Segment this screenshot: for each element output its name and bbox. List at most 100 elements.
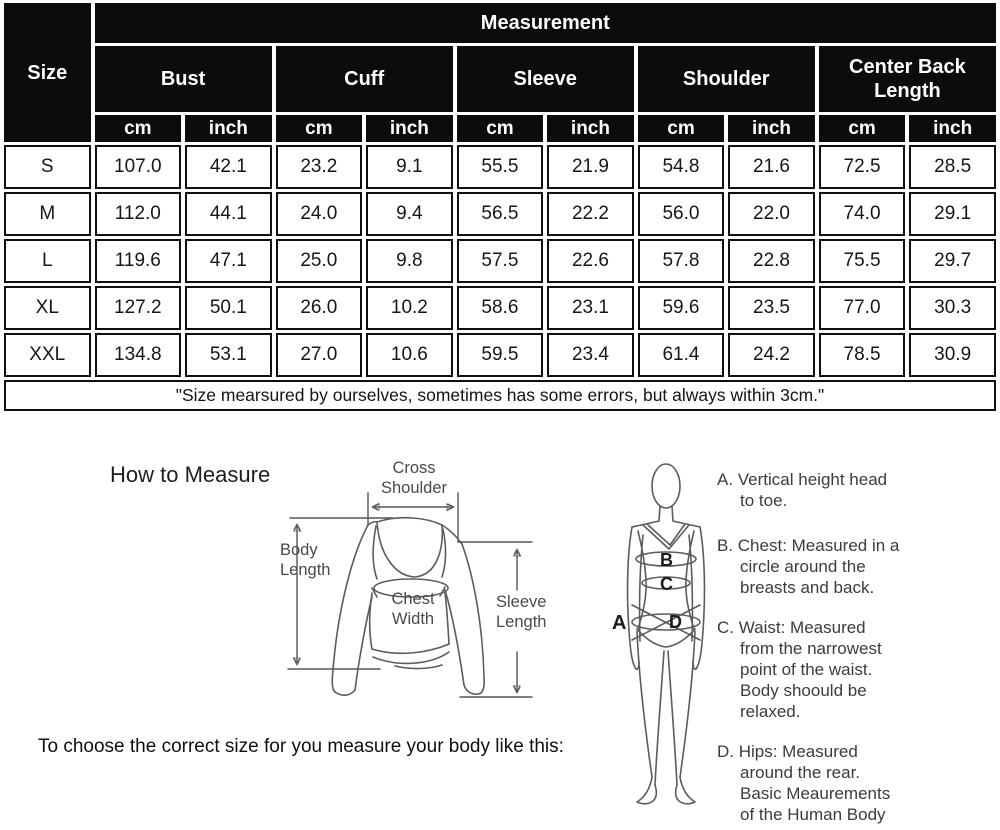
value-cell: 112.0 [94,192,182,236]
value-cell: 58.6 [456,286,544,330]
value-cell: 134.8 [94,333,182,377]
value-cell: 27.0 [275,333,363,377]
value-cell: 29.7 [909,239,996,283]
size-cell: L [4,239,91,283]
body-figure-diagram: A B C D [612,463,706,805]
unit-header-inch: inch [366,115,453,142]
value-cell: 61.4 [637,333,725,377]
value-cell: 78.5 [818,333,906,377]
value-cell: 75.5 [818,239,906,283]
size-cell: XXL [4,333,91,377]
value-cell: 53.1 [185,333,272,377]
value-cell: 55.5 [456,145,544,189]
value-cell: 56.0 [637,192,725,236]
sleeve-length-label: Sleeve Length [496,593,547,631]
value-cell: 9.1 [366,145,453,189]
value-cell: 30.9 [909,333,996,377]
chest-width-label: Chest Width [391,590,435,628]
value-cell: 22.2 [547,192,634,236]
instruction-b: B. Chest: Measured in a circle around th… [717,536,900,597]
size-cell: M [4,192,91,236]
footer-instruction: To choose the correct size for you measu… [38,736,564,757]
value-cell: 26.0 [275,286,363,330]
value-cell: 21.9 [547,145,634,189]
table-row-size-xxl: XXL 134.8 53.1 27.0 10.6 59.5 23.4 61.4 … [4,333,996,377]
table-row-size-xl: XL 127.2 50.1 26.0 10.2 58.6 23.1 59.6 2… [4,286,996,330]
table-row-size-s: S 107.0 42.1 23.2 9.1 55.5 21.9 54.8 21.… [4,145,996,189]
instruction-c: C. Waist: Measured from the narrowest po… [717,618,882,721]
value-cell: 107.0 [94,145,182,189]
value-cell: 21.6 [728,145,815,189]
note-cell: "Size mearsured by ourselves, sometimes … [4,380,996,411]
value-cell: 50.1 [185,286,272,330]
instruction-a: A. Vertical height head to toe. [717,470,888,510]
value-cell: 77.0 [818,286,906,330]
table-row: Bust Cuff Sleeve Shoulder Center Back Le… [4,46,996,112]
unit-header-cm: cm [94,115,182,142]
table-row-size-m: M 112.0 44.1 24.0 9.4 56.5 22.2 56.0 22.… [4,192,996,236]
value-cell: 9.4 [366,192,453,236]
size-chart-table: Size Measurement Bust Cuff Sleeve Should… [0,0,1000,414]
value-cell: 119.6 [94,239,182,283]
figure-label-d: D [669,612,682,632]
value-cell: 47.1 [185,239,272,283]
table-row-note: "Size mearsured by ourselves, sometimes … [4,380,996,411]
value-cell: 23.4 [547,333,634,377]
group-header-bust: Bust [94,46,272,112]
unit-header-inch: inch [909,115,996,142]
value-cell: 127.2 [94,286,182,330]
value-cell: 56.5 [456,192,544,236]
figure-label-a: A [612,612,626,634]
table-row: cm inch cm inch cm inch cm inch cm inch [4,115,996,142]
figure-label-b: B [660,550,673,570]
value-cell: 72.5 [818,145,906,189]
group-header-cuff: Cuff [275,46,453,112]
measurement-header-cell: Measurement [94,3,996,43]
value-cell: 23.2 [275,145,363,189]
size-cell: S [4,145,91,189]
value-cell: 59.6 [637,286,725,330]
size-cell: XL [4,286,91,330]
cross-shoulder-label: Cross Shoulder [380,459,448,497]
value-cell: 24.0 [275,192,363,236]
value-cell: 22.6 [547,239,634,283]
value-cell: 59.5 [456,333,544,377]
group-header-shoulder: Shoulder [637,46,815,112]
value-cell: 44.1 [185,192,272,236]
value-cell: 23.5 [728,286,815,330]
value-cell: 24.2 [728,333,815,377]
value-cell: 10.6 [366,333,453,377]
value-cell: 29.1 [909,192,996,236]
table-row-size-l: L 119.6 47.1 25.0 9.8 57.5 22.6 57.8 22.… [4,239,996,283]
value-cell: 28.5 [909,145,996,189]
figure-label-c: C [660,574,673,594]
how-to-measure-title: How to Measure [110,462,271,487]
unit-header-cm: cm [818,115,906,142]
instruction-d: D. Hips: Measured around the rear. Basic… [717,742,891,824]
unit-header-cm: cm [456,115,544,142]
value-cell: 22.0 [728,192,815,236]
value-cell: 25.0 [275,239,363,283]
value-cell: 30.3 [909,286,996,330]
unit-header-cm: cm [637,115,725,142]
group-header-sleeve: Sleeve [456,46,634,112]
value-cell: 23.1 [547,286,634,330]
value-cell: 54.8 [637,145,725,189]
unit-header-inch: inch [728,115,815,142]
body-length-label: Body Length [280,541,331,579]
value-cell: 74.0 [818,192,906,236]
unit-header-inch: inch [185,115,272,142]
value-cell: 57.5 [456,239,544,283]
unit-header-cm: cm [275,115,363,142]
value-cell: 42.1 [185,145,272,189]
table-row: Size Measurement [4,3,996,142]
value-cell: 22.8 [728,239,815,283]
size-header-cell: Size [4,3,91,142]
value-cell: 10.2 [366,286,453,330]
garment-diagram [287,492,533,698]
group-header-center-back-length: Center Back Length [818,46,996,112]
value-cell: 57.8 [637,239,725,283]
value-cell: 9.8 [366,239,453,283]
unit-header-inch: inch [547,115,634,142]
